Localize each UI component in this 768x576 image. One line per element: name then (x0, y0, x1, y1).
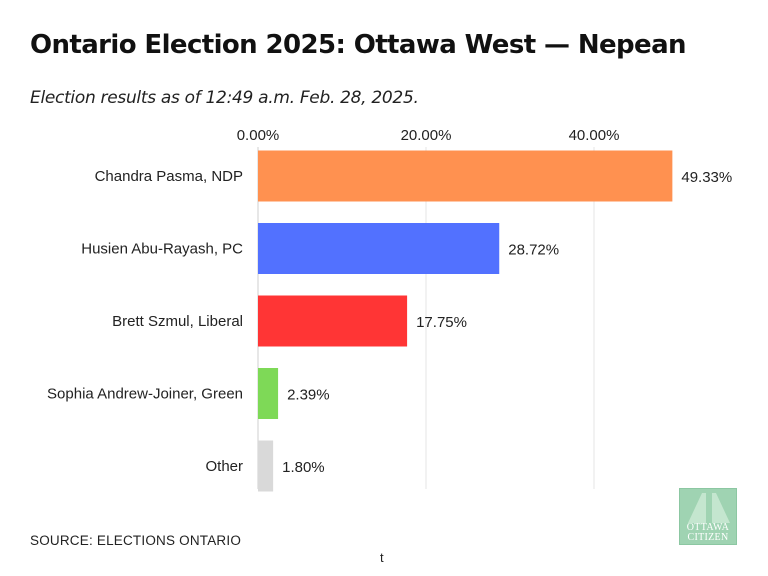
category-label: Husien Abu-Rayash, PC (81, 241, 243, 258)
x-tick-label: 40.00% (569, 127, 620, 144)
bar (258, 440, 274, 492)
ottawa-citizen-logo: OTTAWA CITIZEN (679, 488, 737, 545)
chart-title: Ontario Election 2025: Ottawa West — Nep… (30, 30, 687, 60)
logo-text-citizen: CITIZEN (687, 532, 729, 543)
data-label: 2.39% (287, 387, 330, 404)
data-label: 1.80% (282, 459, 325, 476)
data-label: 17.75% (416, 314, 467, 331)
source-note: SOURCE: ELECTIONS ONTARIO (30, 533, 242, 548)
footnote-text: t (380, 550, 384, 565)
data-label: 49.33% (681, 169, 732, 186)
logo-text-ottawa: OTTAWA (686, 522, 730, 533)
logo-emblem-icon (688, 493, 730, 523)
bar (258, 368, 279, 419)
bar (258, 295, 408, 347)
x-tick-label: 0.00% (237, 127, 280, 144)
bar (258, 223, 500, 274)
x-tick-label: 20.00% (401, 127, 452, 144)
category-label: Brett Szmul, Liberal (112, 313, 243, 330)
category-label: Sophia Andrew-Joiner, Green (47, 386, 243, 403)
bar (258, 150, 673, 202)
data-label: 28.72% (508, 242, 559, 259)
chart-subtitle: Election results as of 12:49 a.m. Feb. 2… (30, 88, 419, 108)
category-label: Other (205, 458, 243, 475)
category-label: Chandra Pasma, NDP (95, 168, 243, 185)
